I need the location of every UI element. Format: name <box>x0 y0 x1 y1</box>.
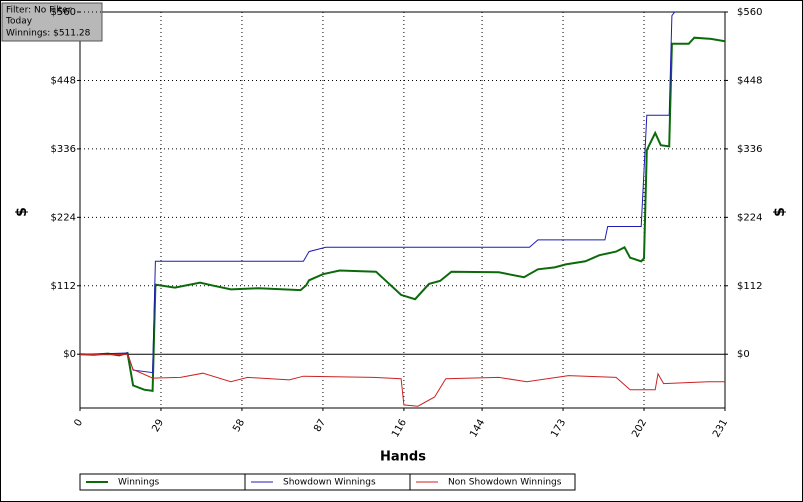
legend-label: Winnings <box>118 478 160 488</box>
legend-label: Showdown Winnings <box>283 478 376 488</box>
y2-axis-label: $ <box>772 207 788 217</box>
y2-tick-label: $0 <box>737 349 750 360</box>
y-tick-label: $336 <box>51 144 76 155</box>
x-tick-label: 0 <box>72 418 85 429</box>
y-tick-label: $112 <box>51 281 76 292</box>
y2-tick-label: $224 <box>737 212 762 223</box>
info-winnings: Winnings: $511.28 <box>6 29 91 39</box>
info-box: Filter: No Filter Today Winnings: $511.2… <box>1 2 103 42</box>
series-line <box>80 353 725 407</box>
y2-tick-label: $560 <box>737 7 762 18</box>
y2-tick-label: $112 <box>737 281 762 292</box>
plot-lines <box>80 12 725 407</box>
info-background <box>1 2 103 42</box>
legend-label: Non Showdown Winnings <box>448 478 562 488</box>
y-tick-label: $224 <box>51 212 76 223</box>
y-axis-label: $ <box>14 207 30 217</box>
info-filter: Filter: No Filter <box>6 6 72 16</box>
series-line <box>80 36 725 393</box>
x-axis-label: Hands <box>380 450 426 465</box>
y2-tick-label: $448 <box>737 75 762 86</box>
y-tick-label: $0 <box>63 349 76 360</box>
plot-area <box>79 11 726 409</box>
y2-tick-label: $336 <box>737 144 762 155</box>
y-tick-label: $448 <box>51 75 76 86</box>
y-tick-label: $560 <box>51 7 76 18</box>
info-period: Today <box>5 17 33 27</box>
legend-cell <box>409 473 576 491</box>
